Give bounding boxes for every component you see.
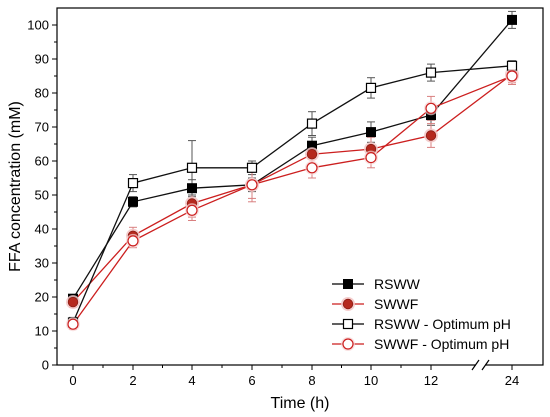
legend-label-rsww-optimum-ph: RSWW - Optimum pH <box>374 316 511 332</box>
x-axis-title: Time (h) <box>271 395 330 412</box>
point-rsww-optimum-ph <box>365 82 377 94</box>
x-tick-label: 2 <box>129 373 136 388</box>
y-tick-label: 20 <box>35 290 49 305</box>
series-lines <box>72 19 513 325</box>
point-rsww-optimum-ph <box>127 178 139 189</box>
axis-break-slash <box>471 359 480 371</box>
x-tick-label: 6 <box>248 373 255 388</box>
point-swwf <box>425 130 437 141</box>
y-tick-label: 50 <box>35 188 49 203</box>
legend-marker-swwf <box>342 298 354 310</box>
x-tick-label: 12 <box>424 373 438 388</box>
series-line-swwf <box>72 73 513 303</box>
point-rsww <box>128 196 138 207</box>
series-line-swwf-optimum-ph <box>72 75 513 325</box>
legend-label-swwf: SWWF <box>374 296 418 312</box>
point-swwf-optimum-ph <box>506 70 518 82</box>
x-axis-break-mark <box>471 359 490 371</box>
point-swwf-optimum-ph <box>425 102 437 114</box>
point-rsww <box>507 14 517 25</box>
point-swwf-optimum-ph <box>67 318 79 330</box>
x-axis: 0 2 4 6 8 10 12 24 <box>69 365 519 388</box>
point-rsww-optimum-ph <box>306 118 318 129</box>
point-swwf-optimum-ph <box>365 152 377 164</box>
series-line-rsww-optimum-ph <box>72 65 513 323</box>
y-tick-label: 100 <box>27 18 49 33</box>
y-tick-label: 80 <box>35 86 49 101</box>
legend-marker-rsww-optimum-ph <box>342 318 354 330</box>
y-tick-label: 0 <box>42 358 49 373</box>
y-axis-title: FFA concentration (mM) <box>7 101 24 272</box>
point-swwf-optimum-ph <box>306 162 318 174</box>
point-swwf-optimum-ph <box>127 235 139 247</box>
x-tick-label: 0 <box>69 373 76 388</box>
point-rsww-optimum-ph <box>186 162 198 173</box>
plot-frame <box>56 7 544 366</box>
point-swwf-optimum-ph <box>186 204 198 216</box>
x-tick-label: 4 <box>188 373 195 388</box>
legend: RSWW SWWF RSWW - Optimum pH SWWF - Optimum … <box>332 276 511 352</box>
legend-marker-rsww <box>343 279 353 289</box>
point-swwf <box>67 296 79 308</box>
y-tick-label: 10 <box>35 324 49 339</box>
x-tick-label: 8 <box>308 373 315 388</box>
y-tick-label: 30 <box>35 256 49 271</box>
legend-marker-swwf-optimum-ph <box>342 338 354 350</box>
y-tick-label: 90 <box>35 52 49 67</box>
point-rsww-optimum-ph <box>425 67 437 78</box>
legend-label-rsww: RSWW <box>374 276 421 292</box>
series-line-rsww <box>72 19 513 300</box>
point-rsww-optimum-ph <box>246 162 258 173</box>
x-tick-label: 24 <box>505 373 519 388</box>
axis-break-gap <box>476 362 485 368</box>
legend-label-swwf-optimum-ph: SWWF - Optimum pH <box>374 336 509 352</box>
axis-break-slash <box>481 359 490 371</box>
point-rsww <box>366 127 376 138</box>
x-tick-label: 10 <box>364 373 378 388</box>
point-rsww <box>187 183 197 194</box>
error-bars <box>69 10 516 330</box>
data-markers <box>66 14 519 332</box>
point-rsww-optimum-ph <box>506 60 518 71</box>
y-axis: 0 10 20 30 40 50 60 70 80 90 100 <box>27 18 57 373</box>
point-swwf <box>306 148 318 160</box>
point-swwf-optimum-ph <box>246 179 258 191</box>
y-tick-label: 40 <box>35 222 49 237</box>
y-tick-label: 60 <box>35 154 49 169</box>
y-tick-label: 70 <box>35 120 49 135</box>
